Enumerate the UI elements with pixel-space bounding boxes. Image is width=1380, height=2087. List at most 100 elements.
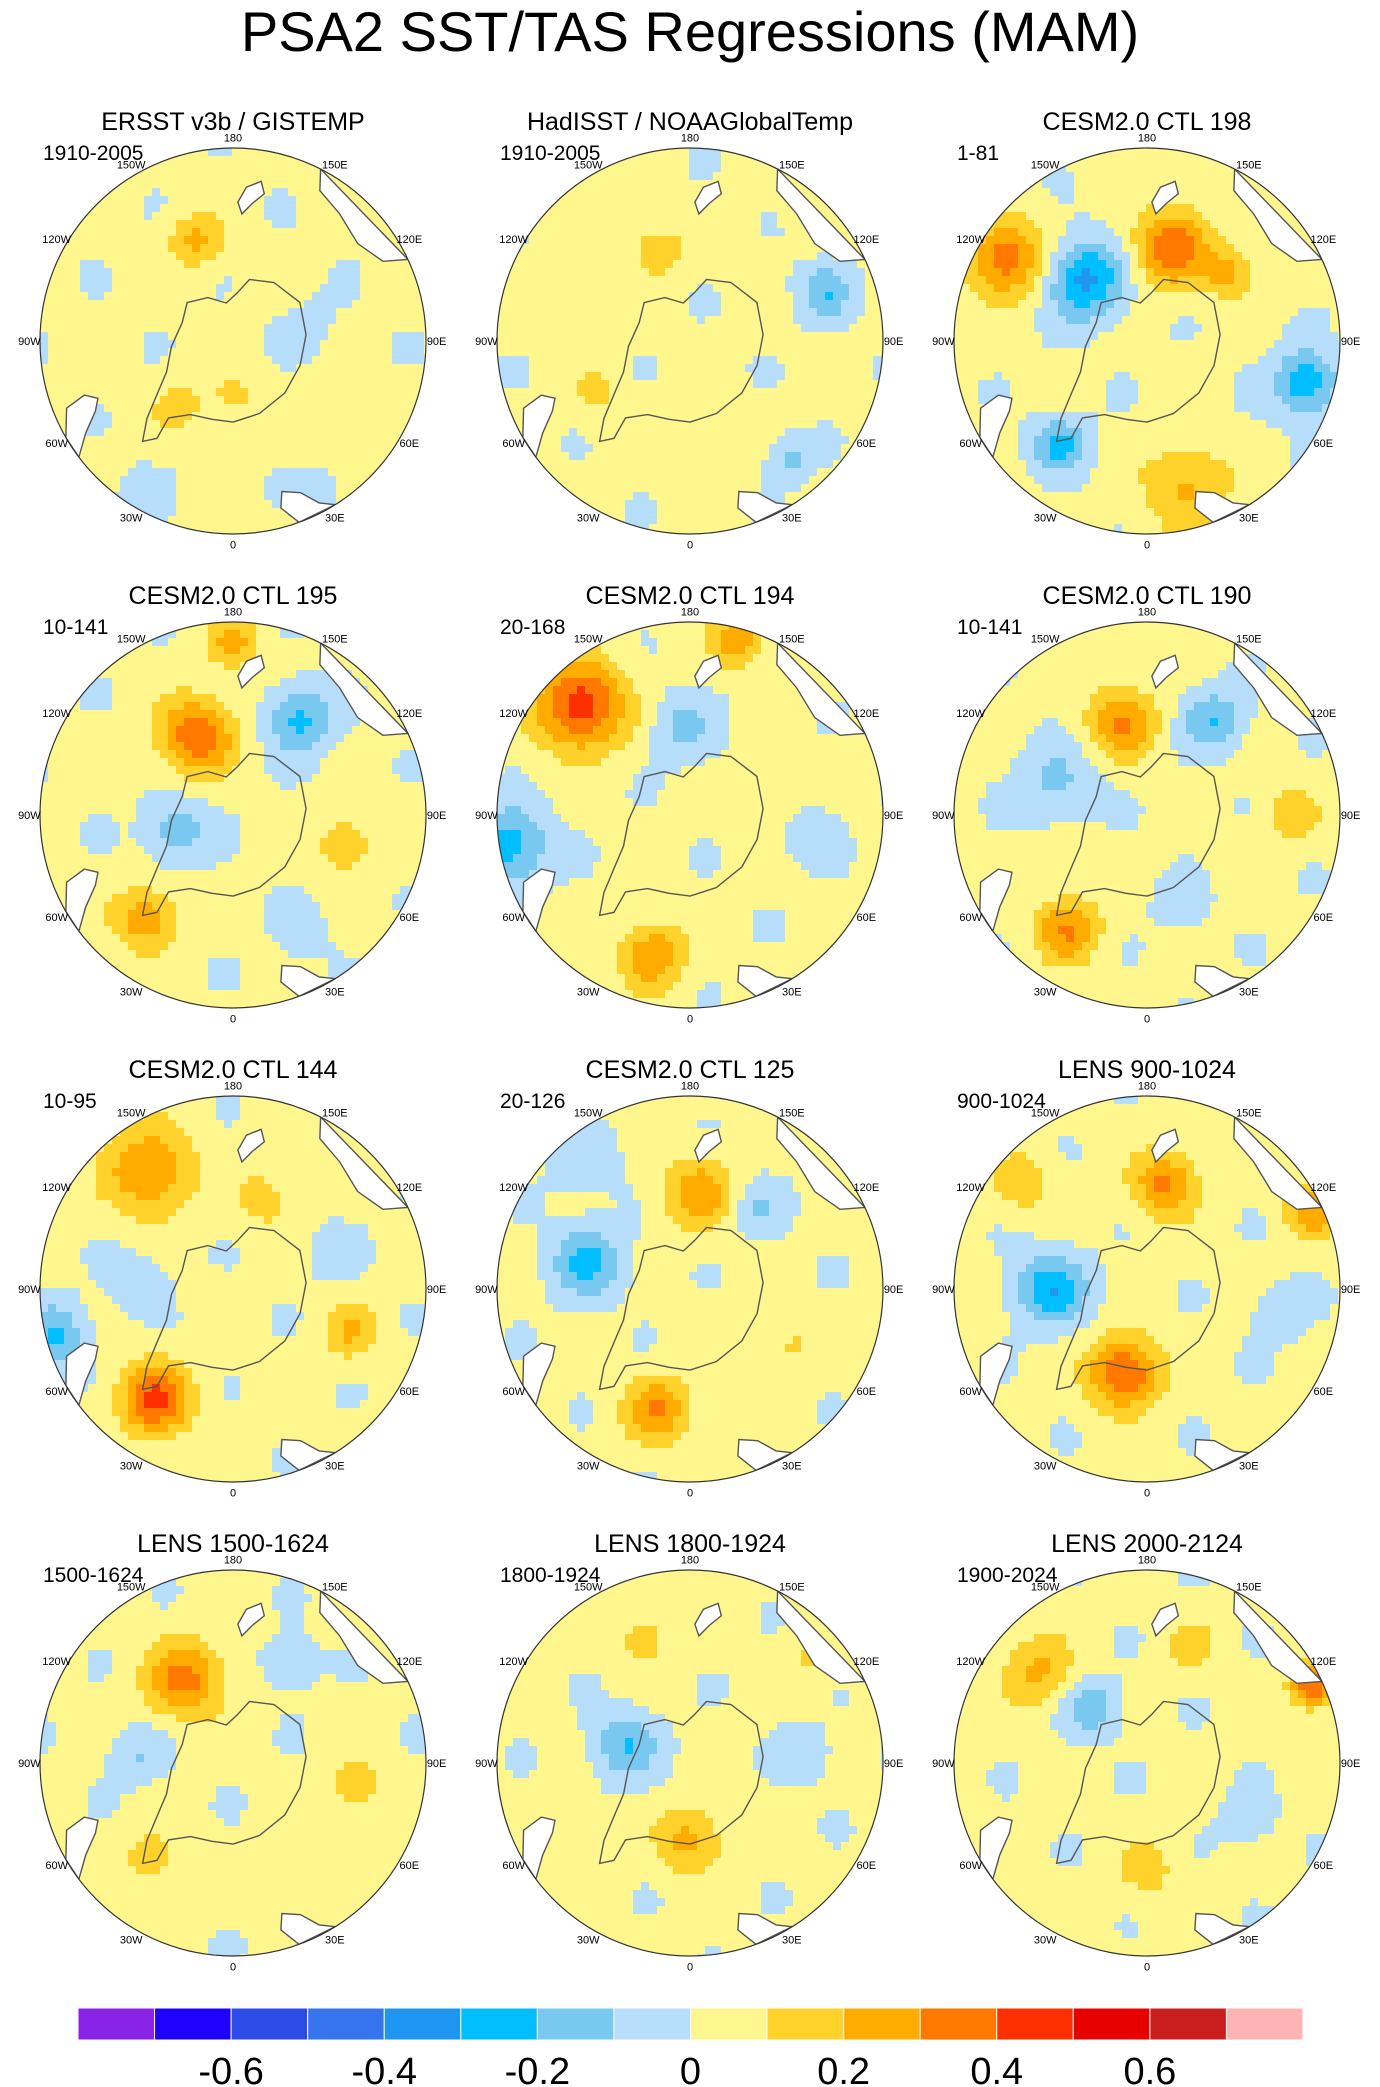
contour-cell: [577, 300, 586, 309]
contour-cell: [1122, 204, 1131, 213]
contour-cell: [1290, 324, 1299, 333]
contour-cell: [657, 308, 666, 317]
contour-cell: [1058, 196, 1067, 205]
contour-cell: [152, 492, 161, 501]
contour-cell: [200, 292, 209, 301]
contour-cell: [665, 356, 674, 365]
contour-cell: [553, 252, 562, 261]
contour-cell: [80, 380, 89, 389]
contour-cell: [1314, 268, 1323, 277]
contour-cell: [705, 156, 714, 165]
contour-cell: [721, 196, 730, 205]
contour-cell: [986, 252, 995, 261]
contour-cell: [304, 404, 313, 413]
contour-cell: [416, 332, 425, 341]
contour-cell: [569, 332, 578, 341]
contour-cell: [553, 244, 562, 253]
contour-cell: [745, 188, 754, 197]
contour-cell: [777, 284, 786, 293]
contour-cell: [841, 324, 850, 333]
contour-cell: [1106, 244, 1115, 253]
contour-cell: [184, 500, 193, 509]
contour-cell: [777, 276, 786, 285]
contour-cell: [601, 460, 610, 469]
contour-cell: [360, 452, 369, 461]
contour-cell: [857, 292, 866, 301]
contour-cell: [625, 292, 634, 301]
contour-cell: [1218, 212, 1227, 221]
contour-cell: [128, 300, 137, 309]
contour-cell: [721, 316, 730, 325]
contour-cell: [272, 388, 281, 397]
contour-cell: [505, 356, 514, 365]
contour-cell: [1122, 180, 1131, 189]
contour-cell: [1146, 300, 1155, 309]
contour-cell: [1250, 236, 1259, 245]
contour-cell: [1018, 188, 1027, 197]
contour-cell: [553, 460, 562, 469]
contour-cell: [673, 484, 682, 493]
contour-cell: [705, 308, 714, 317]
contour-cell: [1090, 332, 1099, 341]
contour-cell: [665, 524, 674, 533]
contour-cell: [1258, 236, 1267, 245]
contour-cell: [801, 228, 810, 237]
contour-cell: [176, 292, 185, 301]
contour-cell: [1058, 220, 1067, 229]
contour-cell: [96, 428, 105, 437]
contour-cell: [785, 252, 794, 261]
contour-cell: [264, 428, 273, 437]
contour-cell: [1170, 244, 1179, 253]
contour-cell: [1146, 324, 1155, 333]
contour-cell: [681, 476, 690, 485]
contour-cell: [312, 516, 321, 525]
contour-cell: [200, 356, 209, 365]
contour-cell: [1034, 292, 1043, 301]
contour-cell: [1146, 204, 1155, 213]
contour-cell: [1058, 164, 1067, 173]
contour-cell: [745, 204, 754, 213]
contour-cell: [368, 420, 377, 429]
contour-cell: [689, 188, 698, 197]
contour-cell: [376, 404, 385, 413]
contour-cell: [400, 356, 409, 365]
contour-cell: [641, 220, 650, 229]
contour-cell: [689, 196, 698, 205]
contour-cell: [1154, 220, 1163, 229]
contour-cell: [240, 508, 249, 517]
contour-cell: [817, 412, 826, 421]
contour-cell: [1210, 180, 1219, 189]
contour-cell: [256, 348, 265, 357]
contour-cell: [745, 212, 754, 221]
contour-cell: [1186, 316, 1195, 325]
contour-cell: [72, 332, 81, 341]
contour-cell: [753, 460, 762, 469]
contour-cell: [793, 412, 802, 421]
contour-cell: [1058, 180, 1067, 189]
contour-cell: [713, 172, 722, 181]
contour-cell: [713, 260, 722, 269]
contour-cell: [978, 324, 987, 333]
contour-cell: [777, 476, 786, 485]
contour-cell: [561, 252, 570, 261]
contour-cell: [1154, 332, 1163, 341]
contour-cell: [745, 268, 754, 277]
contour-cell: [64, 372, 73, 381]
contour-cell: [280, 356, 289, 365]
contour-cell: [168, 468, 177, 477]
contour-cell: [649, 340, 658, 349]
contour-cell: [320, 468, 329, 477]
contour-cell: [593, 500, 602, 509]
contour-cell: [569, 196, 578, 205]
contour-cell: [537, 348, 546, 357]
contour-cell: [88, 332, 97, 341]
contour-cell: [1058, 340, 1067, 349]
contour-cell: [545, 340, 554, 349]
contour-cell: [753, 436, 762, 445]
contour-cell: [585, 460, 594, 469]
contour-cell: [208, 228, 217, 237]
contour-cell: [1250, 260, 1259, 269]
contour-cell: [304, 348, 313, 357]
contour-cell: [312, 356, 321, 365]
contour-cell: [296, 396, 305, 405]
